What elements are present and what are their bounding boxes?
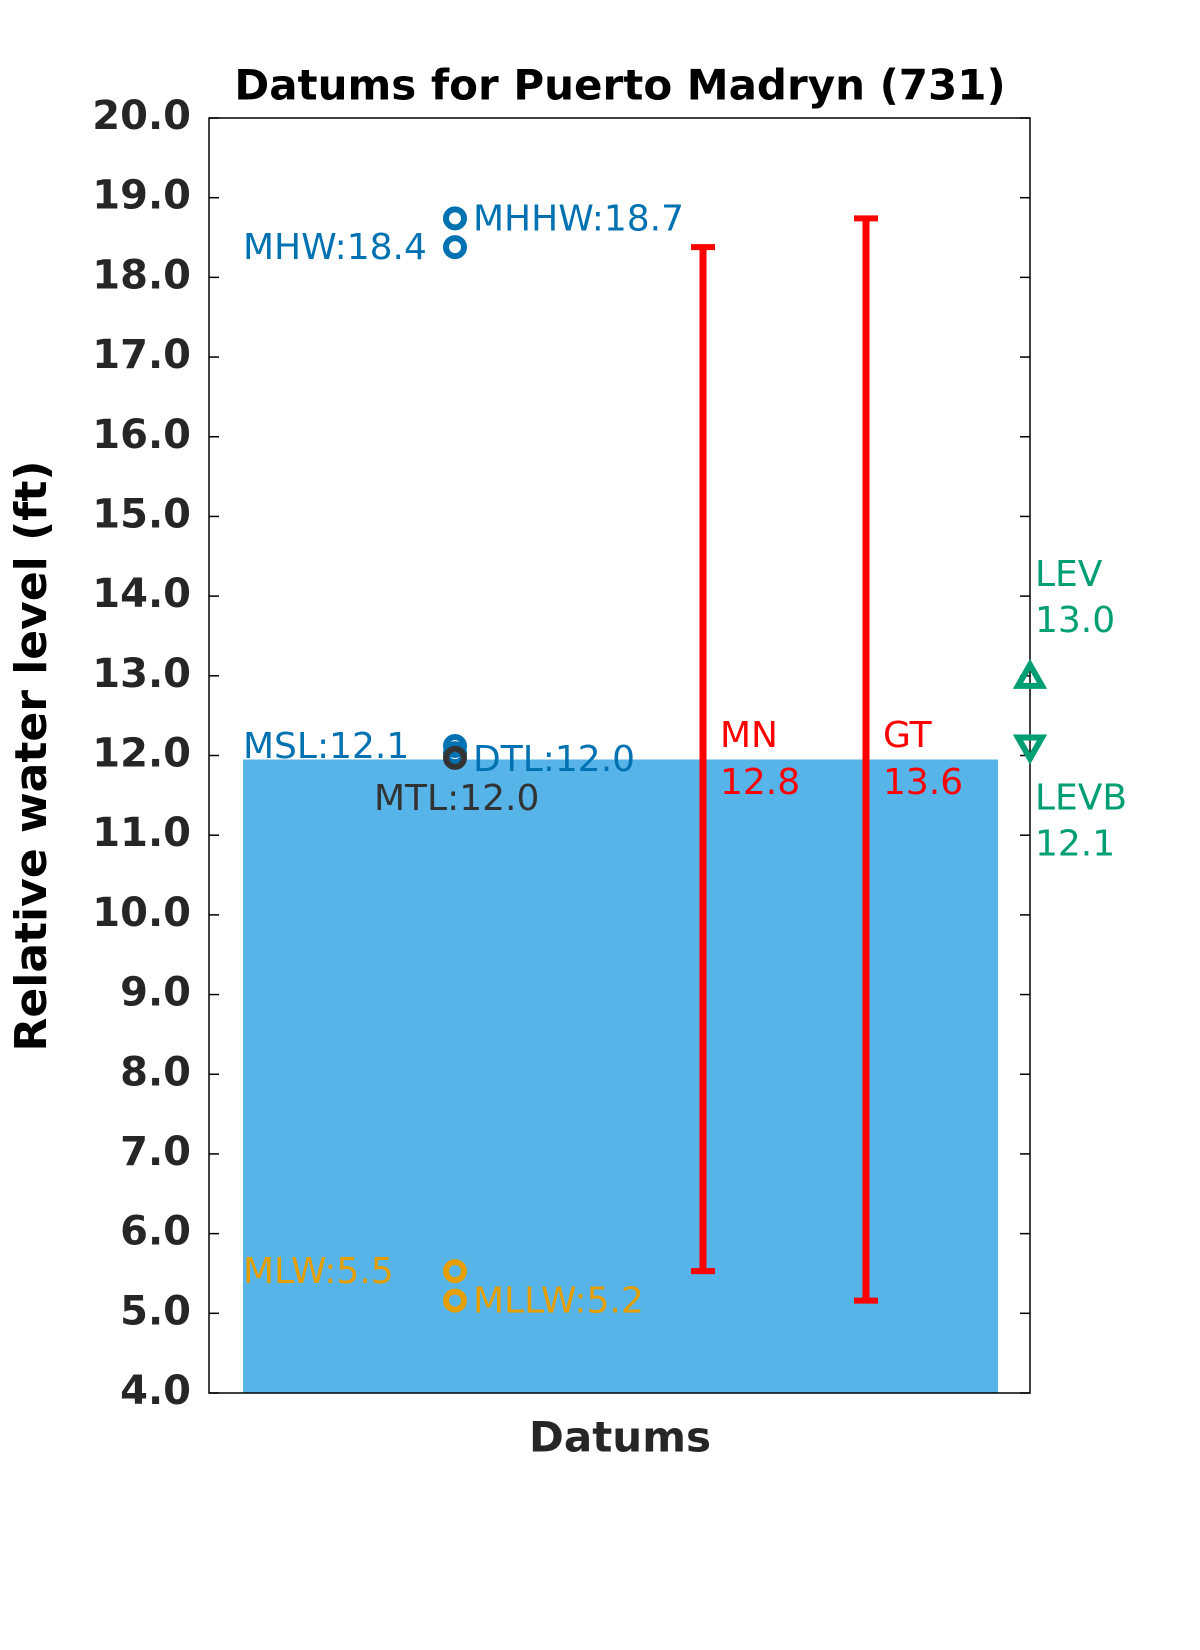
range-name: MN [720, 715, 778, 756]
datum-label: MLW:5.5 [243, 1251, 394, 1292]
datum-label: MHW:18.4 [243, 227, 427, 268]
y-tick-label: 11.0 [92, 810, 191, 856]
y-tick-label: 17.0 [92, 332, 191, 378]
y-tick-label: 9.0 [120, 970, 191, 1016]
y-tick-label: 13.0 [92, 651, 191, 697]
datum-label: MLLW:5.2 [473, 1281, 644, 1322]
y-tick-label: 10.0 [92, 890, 191, 936]
range-value: 12.8 [720, 762, 800, 803]
range-value: 13.6 [883, 762, 963, 803]
level-value: 12.1 [1035, 824, 1115, 865]
datum-marker [443, 745, 467, 770]
level-value: 13.0 [1035, 600, 1115, 641]
water-bar [243, 759, 998, 1393]
level-name: LEVB [1035, 778, 1127, 819]
y-tick-label: 4.0 [120, 1368, 191, 1414]
y-tick-label: 12.0 [92, 731, 191, 777]
datum-marker [443, 1259, 467, 1284]
y-tick-label: 19.0 [92, 173, 191, 219]
y-tick-label: 8.0 [120, 1049, 191, 1095]
range-name: GT [883, 715, 933, 756]
y-tick-label: 6.0 [120, 1209, 191, 1255]
datum-marker [443, 206, 467, 231]
chart-title: Datums for Puerto Madryn (731) [234, 61, 1005, 110]
datum-label: MTL:12.0 [374, 778, 539, 819]
x-axis-label: Datums [529, 1413, 711, 1462]
level-name: LEV [1035, 554, 1103, 595]
datum-marker [443, 1288, 467, 1313]
y-axis-label: Relative water level (ft) [6, 461, 57, 1052]
y-tick-label: 7.0 [120, 1129, 191, 1175]
y-tick-label: 14.0 [92, 571, 191, 617]
y-tick-label: 20.0 [92, 93, 191, 139]
y-tick-label: 16.0 [92, 412, 191, 458]
datum-label: MHHW:18.7 [473, 198, 684, 239]
y-tick-label: 15.0 [92, 491, 191, 537]
level-marker [1012, 658, 1048, 689]
datum-label: DTL:12.0 [473, 739, 635, 780]
y-tick-label: 18.0 [92, 252, 191, 298]
datum-marker [443, 235, 467, 260]
y-tick-label: 5.0 [120, 1288, 191, 1334]
level-marker [1012, 734, 1048, 765]
datum-label: MSL:12.1 [243, 726, 409, 767]
